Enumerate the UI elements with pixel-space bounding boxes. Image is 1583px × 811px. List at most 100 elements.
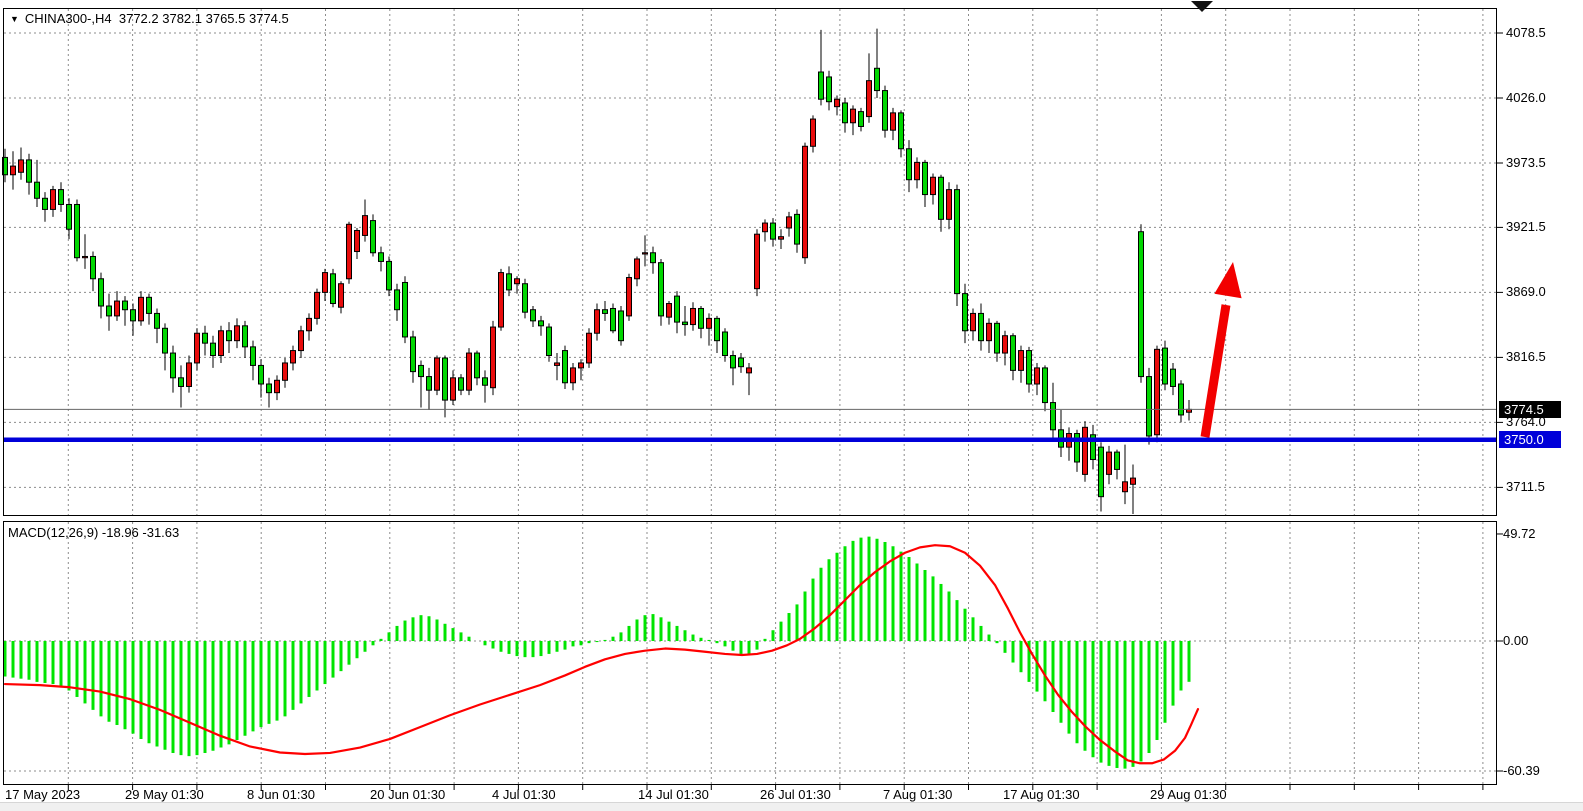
up-arrow-head[interactable]	[1214, 262, 1242, 299]
candle-body	[66, 203, 72, 230]
candle-body	[266, 383, 272, 394]
candle-body	[90, 255, 96, 280]
candle-body	[498, 272, 504, 328]
candle-body	[898, 112, 904, 150]
candle-body	[842, 102, 848, 124]
candle-body	[354, 229, 360, 253]
candle-body	[938, 176, 944, 220]
candle-body	[410, 336, 416, 373]
candle-body	[10, 165, 16, 176]
candle-body	[1178, 383, 1184, 416]
candle-body	[994, 322, 1000, 354]
candle-body	[858, 111, 864, 127]
candle-body	[1114, 451, 1120, 470]
candle-body	[802, 145, 808, 259]
candle-body	[274, 379, 280, 394]
candle-body	[810, 118, 816, 147]
candle-body	[978, 312, 984, 342]
candle-body	[1130, 477, 1136, 485]
candle-body	[202, 332, 208, 344]
candle-body	[634, 258, 640, 280]
candle-body	[482, 377, 488, 386]
candle-body	[1002, 335, 1008, 354]
candle-body	[522, 283, 528, 313]
candle-body	[1074, 433, 1080, 463]
chart-title: ▼ CHINA300-,H4 3772.2 3782.1 3765.5 3774.…	[10, 11, 289, 27]
price-axis-label: 3816.5	[1506, 349, 1546, 365]
candle-body	[18, 159, 24, 173]
candle-body	[626, 277, 632, 317]
candle-body	[690, 307, 696, 326]
candle-body	[346, 223, 352, 280]
candle-body	[50, 189, 56, 210]
level-price-tag[interactable]: 3750.0	[1499, 431, 1561, 449]
candle-body	[466, 352, 472, 391]
up-arrow-shaft[interactable]	[1200, 304, 1231, 438]
candle-body	[826, 76, 832, 103]
candle-body	[1154, 348, 1160, 436]
price-axis-label: 3973.5	[1506, 155, 1546, 170]
candle-body	[866, 80, 872, 118]
candle-body	[1018, 350, 1024, 371]
candle-body	[602, 309, 608, 314]
candle-body	[386, 260, 392, 291]
candle-body	[258, 364, 264, 385]
candle-body	[290, 350, 296, 364]
price-axis-label: 3869.0	[1506, 284, 1546, 300]
candle-body	[298, 330, 304, 352]
x-axis-date-label: 29 Aug 01:30	[1150, 787, 1227, 802]
candle-body	[234, 325, 240, 342]
candle-body	[58, 189, 64, 205]
candle-body	[138, 296, 144, 322]
x-axis-date-label: 17 Aug 01:30	[1003, 787, 1080, 802]
x-axis-date-label: 17 May 2023	[5, 787, 81, 802]
candle-body	[322, 272, 328, 293]
candle-body	[1034, 367, 1040, 385]
candle-body	[402, 281, 408, 338]
candle-body	[746, 367, 752, 374]
candle-body	[818, 71, 824, 100]
macd-signal-line	[3, 544, 1200, 765]
candle-body	[330, 273, 336, 305]
candle-body	[154, 312, 160, 329]
price-axis-label: 3711.5	[1506, 479, 1545, 495]
symbol-dropdown-icon[interactable]: ▼	[10, 14, 19, 24]
candle-body	[786, 216, 792, 229]
candle-body	[650, 252, 656, 264]
x-axis-date-label: 8 Jun 01:30	[247, 787, 315, 802]
ohlc-values: 3772.2 3782.1 3765.5 3774.5	[118, 11, 289, 26]
candle-body	[922, 161, 928, 196]
macd-indicator-label: MACD(12,26,9) -18.96 -31.63	[8, 525, 180, 540]
candle-body	[1170, 368, 1176, 387]
price-axis-label: 4078.5	[1506, 25, 1546, 40]
candle-body	[674, 295, 680, 323]
candle-body	[114, 300, 120, 317]
x-axis-date-label: 4 Jul 01:30	[492, 787, 556, 802]
chart-shift-marker-icon[interactable]	[1191, 1, 1213, 12]
candle-body	[122, 300, 128, 311]
candle-body	[1010, 335, 1016, 371]
candle-body	[770, 222, 776, 240]
candle-body	[1162, 347, 1168, 385]
x-axis-date-label: 29 May 01:30	[125, 787, 204, 802]
candle-body	[538, 320, 544, 327]
candle-body	[146, 296, 152, 314]
candle-body	[906, 148, 912, 181]
candle-body	[106, 305, 112, 317]
candle-body	[1098, 446, 1104, 498]
candle-body	[666, 303, 672, 318]
candle-body	[594, 309, 600, 334]
candle-body	[226, 330, 232, 342]
candle-body	[1146, 376, 1152, 437]
candle-body	[506, 273, 512, 291]
candle-body	[218, 330, 224, 357]
candle-body	[562, 350, 568, 384]
candle-body	[738, 357, 744, 368]
candle-body	[178, 377, 184, 387]
candle-body	[1106, 451, 1112, 475]
candle-body	[850, 108, 856, 124]
candle-body	[1138, 231, 1144, 378]
candle-body	[946, 189, 952, 220]
